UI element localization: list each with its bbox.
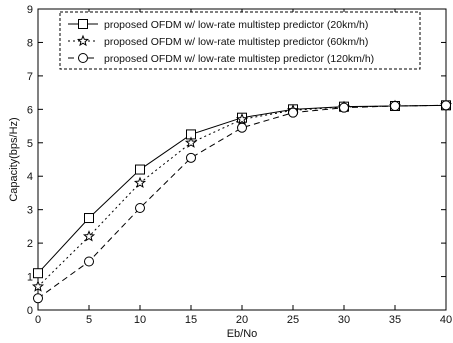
x-tick-label: 25 bbox=[287, 314, 299, 326]
y-axis-label: Capacity(bps/Hz) bbox=[8, 117, 20, 201]
y-tick-label: 3 bbox=[27, 205, 33, 217]
series-3-point bbox=[33, 293, 43, 304]
series-3-point bbox=[237, 122, 247, 133]
series-1-point bbox=[84, 213, 94, 224]
x-tick-label: 5 bbox=[86, 314, 92, 326]
series-3-line bbox=[37, 104, 447, 299]
series-3-point bbox=[135, 202, 145, 213]
legend-marker-2 bbox=[76, 34, 90, 47]
y-tick-label: 4 bbox=[27, 171, 33, 183]
series-3-point bbox=[390, 100, 400, 111]
series-2-point bbox=[184, 136, 198, 148]
series-2-point bbox=[235, 113, 249, 125]
legend-label-1: proposed OFDM w/ low-rate multistep pred… bbox=[104, 19, 368, 31]
series-3-point bbox=[339, 102, 349, 113]
x-tick-label: 40 bbox=[440, 314, 452, 326]
x-tick-label: 35 bbox=[389, 314, 401, 326]
tick-labels: 0 5 10 15 20 25 30 35 40 0 1 2 3 4 5 6 7 8 9 bbox=[27, 4, 452, 326]
legend-box bbox=[59, 11, 421, 70]
series-1-point bbox=[135, 164, 145, 175]
series-group bbox=[31, 98, 453, 304]
x-axis-label: Eb/No bbox=[227, 328, 258, 340]
y-tick-label: 8 bbox=[27, 37, 33, 49]
legend-marker-3 bbox=[78, 53, 88, 63]
series-3-point bbox=[186, 152, 196, 163]
y-tick-label: 5 bbox=[27, 138, 33, 150]
x-tick-label: 10 bbox=[134, 314, 146, 326]
legend-label-2: proposed OFDM w/ low-rate multistep pred… bbox=[104, 36, 368, 48]
legend-label-3: proposed OFDM w/ low-rate multistep pred… bbox=[104, 53, 374, 65]
legend-marker-1 bbox=[78, 19, 88, 29]
x-tick-label: 30 bbox=[338, 314, 350, 326]
legend: proposed OFDM w/ low-rate multistep pred… bbox=[59, 11, 421, 70]
y-tick-label: 1 bbox=[27, 272, 33, 284]
series-3-point bbox=[84, 256, 94, 267]
x-tick-label: 20 bbox=[236, 314, 248, 326]
y-tick-label: 2 bbox=[27, 238, 33, 250]
y-tick-label: 9 bbox=[27, 4, 33, 16]
series-3 bbox=[33, 100, 451, 304]
y-tick-label: 6 bbox=[27, 104, 33, 116]
series-3-point bbox=[441, 100, 451, 111]
series-3-point bbox=[288, 107, 298, 118]
y-tick-label: 0 bbox=[27, 305, 33, 317]
series-2-point bbox=[133, 176, 147, 189]
series-2-point bbox=[31, 280, 45, 292]
x-tick-label: 15 bbox=[185, 314, 197, 326]
series-1-point bbox=[33, 268, 43, 279]
series-2-point bbox=[82, 230, 96, 242]
x-tick-label: 0 bbox=[35, 314, 41, 326]
y-tick-label: 7 bbox=[27, 71, 33, 83]
